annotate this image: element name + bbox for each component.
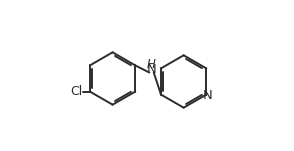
Text: H: H [147,58,156,71]
Text: Cl: Cl [70,85,82,98]
Text: N: N [203,89,212,102]
Text: N: N [147,63,156,76]
